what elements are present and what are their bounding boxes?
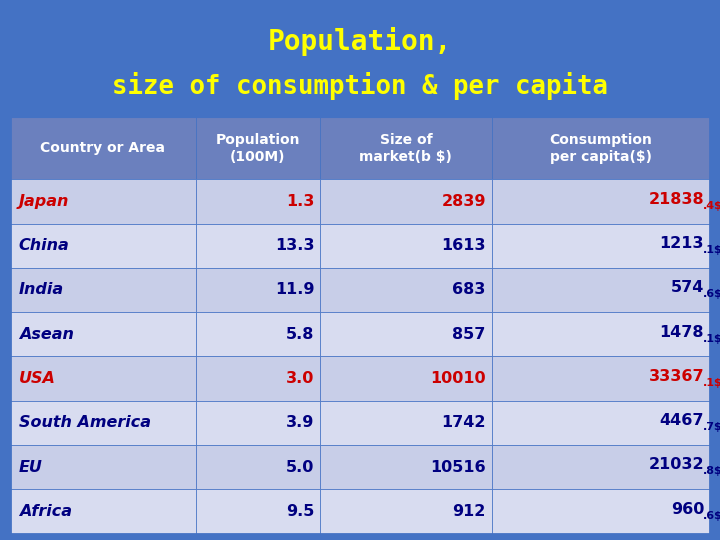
Bar	[196, 117, 320, 179]
Text: 5.8: 5.8	[286, 327, 315, 342]
Bar	[492, 268, 710, 312]
Text: 11.9: 11.9	[275, 282, 315, 298]
Bar	[492, 489, 710, 534]
Bar	[10, 268, 196, 312]
Text: 2839: 2839	[441, 194, 486, 209]
Text: 3.0: 3.0	[286, 371, 315, 386]
Bar	[10, 224, 196, 268]
Bar	[492, 224, 710, 268]
Text: 912: 912	[452, 504, 486, 519]
Text: Consumption
per capita($): Consumption per capita($)	[549, 133, 652, 164]
Text: South America: South America	[19, 415, 150, 430]
Text: .1$: .1$	[703, 378, 720, 388]
Bar	[10, 6, 710, 117]
Text: 1.3: 1.3	[286, 194, 315, 209]
Text: Japan: Japan	[19, 194, 69, 209]
Text: 33367: 33367	[649, 369, 704, 384]
Text: Population,: Population,	[268, 28, 452, 56]
Text: Size of
market(b $): Size of market(b $)	[359, 133, 452, 164]
Bar	[196, 268, 320, 312]
Bar	[320, 401, 492, 445]
Bar	[10, 489, 196, 534]
Text: 10516: 10516	[430, 460, 486, 475]
Text: 4467: 4467	[660, 413, 704, 428]
Text: size of consumption & per capita: size of consumption & per capita	[112, 72, 608, 100]
Text: EU: EU	[19, 460, 42, 475]
Bar	[10, 117, 196, 179]
Text: .1$: .1$	[703, 334, 720, 343]
Bar	[320, 445, 492, 489]
Bar	[492, 445, 710, 489]
Text: 3.9: 3.9	[286, 415, 315, 430]
Bar	[196, 356, 320, 401]
Text: Africa: Africa	[19, 504, 72, 519]
Text: 1478: 1478	[660, 325, 704, 340]
Bar	[320, 489, 492, 534]
Text: .6$: .6$	[703, 511, 720, 521]
Text: .4$: .4$	[703, 201, 720, 211]
Bar	[320, 268, 492, 312]
Text: 1613: 1613	[441, 238, 486, 253]
Bar	[320, 356, 492, 401]
Bar	[10, 401, 196, 445]
Bar	[492, 401, 710, 445]
Text: 10010: 10010	[430, 371, 486, 386]
Text: 683: 683	[452, 282, 486, 298]
Text: 857: 857	[452, 327, 486, 342]
Bar	[10, 445, 196, 489]
Text: China: China	[19, 238, 69, 253]
Text: 574: 574	[671, 280, 704, 295]
Text: 960: 960	[671, 502, 704, 517]
Text: .8$: .8$	[703, 467, 720, 476]
Text: USA: USA	[19, 371, 55, 386]
Text: 9.5: 9.5	[286, 504, 315, 519]
Bar	[196, 489, 320, 534]
Bar	[196, 224, 320, 268]
Bar	[492, 117, 710, 179]
Text: .6$: .6$	[703, 289, 720, 299]
Text: Country or Area: Country or Area	[40, 141, 166, 155]
Bar	[320, 312, 492, 356]
Bar	[320, 179, 492, 224]
Text: 1213: 1213	[660, 236, 704, 251]
Text: 13.3: 13.3	[275, 238, 315, 253]
Bar	[196, 445, 320, 489]
Bar	[10, 179, 196, 224]
Text: 21032: 21032	[649, 457, 704, 472]
Bar	[196, 312, 320, 356]
Bar	[196, 179, 320, 224]
Text: 1742: 1742	[441, 415, 486, 430]
Bar	[320, 117, 492, 179]
Bar	[10, 356, 196, 401]
Bar	[492, 356, 710, 401]
Text: Population
(100M): Population (100M)	[215, 133, 300, 164]
Bar	[196, 401, 320, 445]
Bar	[320, 224, 492, 268]
Bar	[492, 312, 710, 356]
Text: 5.0: 5.0	[286, 460, 315, 475]
Text: Asean: Asean	[19, 327, 73, 342]
Bar	[10, 312, 196, 356]
Text: India: India	[19, 282, 64, 298]
Text: .7$: .7$	[703, 422, 720, 432]
Text: .1$: .1$	[703, 245, 720, 255]
Text: 21838: 21838	[649, 192, 704, 207]
Bar	[492, 179, 710, 224]
